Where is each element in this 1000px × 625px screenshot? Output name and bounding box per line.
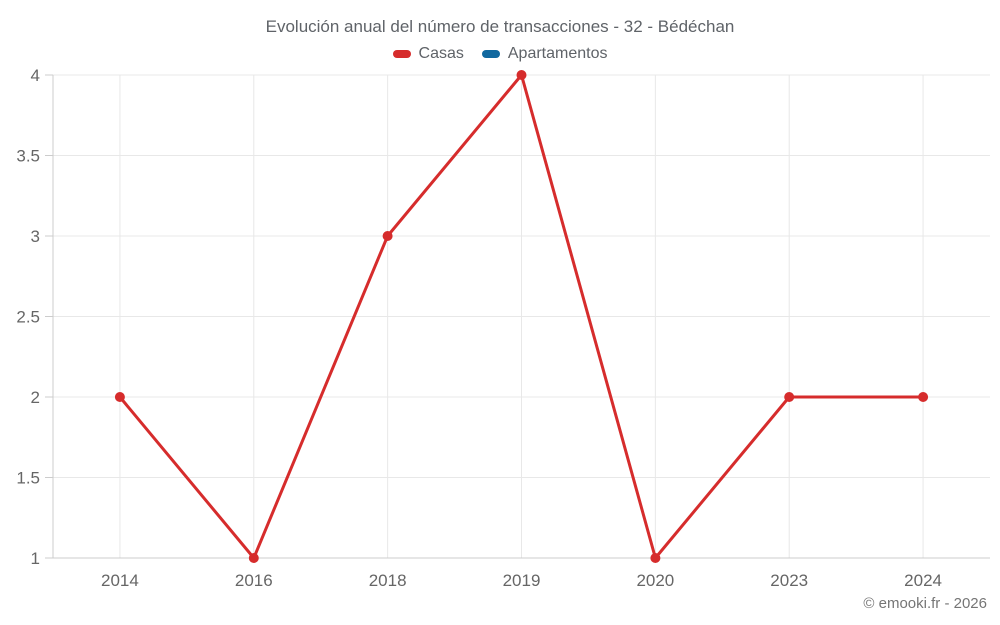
x-axis-label: 2018 bbox=[369, 571, 407, 590]
x-axis-label: 2023 bbox=[770, 571, 808, 590]
x-axis-label: 2014 bbox=[101, 571, 139, 590]
y-axis-label: 4 bbox=[31, 66, 40, 85]
legend-item-apartamentos[interactable]: Apartamentos bbox=[481, 45, 608, 63]
x-axis-label: 2016 bbox=[235, 571, 273, 590]
data-point-casas bbox=[248, 553, 259, 563]
y-axis-label: 2 bbox=[31, 388, 40, 407]
casas-series-swatch bbox=[392, 50, 411, 58]
data-point-casas bbox=[918, 392, 929, 402]
data-point-casas bbox=[784, 392, 795, 402]
y-axis-label: 1.5 bbox=[16, 469, 40, 488]
y-axis-label: 2.5 bbox=[16, 308, 40, 327]
data-point-casas bbox=[516, 70, 527, 80]
chart-title: Evolución anual del número de transaccio… bbox=[265, 17, 735, 36]
y-axis-label: 1 bbox=[31, 549, 40, 568]
y-axis-label: 3 bbox=[31, 227, 40, 246]
legend: Casas Apartamentos bbox=[0, 45, 1000, 63]
apartamentos-series-swatch bbox=[481, 50, 500, 58]
data-point-casas bbox=[114, 392, 125, 402]
legend-label-apartamentos: Apartamentos bbox=[507, 45, 608, 62]
y-axis-label: 3.5 bbox=[16, 147, 40, 166]
legend-item-casas[interactable]: Casas bbox=[392, 45, 464, 63]
x-axis-label: 2019 bbox=[503, 571, 541, 590]
credit-text: © emooki.fr - 2026 bbox=[863, 595, 987, 612]
data-point-casas bbox=[382, 231, 393, 241]
data-point-casas bbox=[650, 553, 661, 563]
legend-label-casas: Casas bbox=[418, 45, 464, 62]
x-axis-label: 2020 bbox=[636, 571, 674, 590]
x-axis-label: 2024 bbox=[904, 571, 942, 590]
